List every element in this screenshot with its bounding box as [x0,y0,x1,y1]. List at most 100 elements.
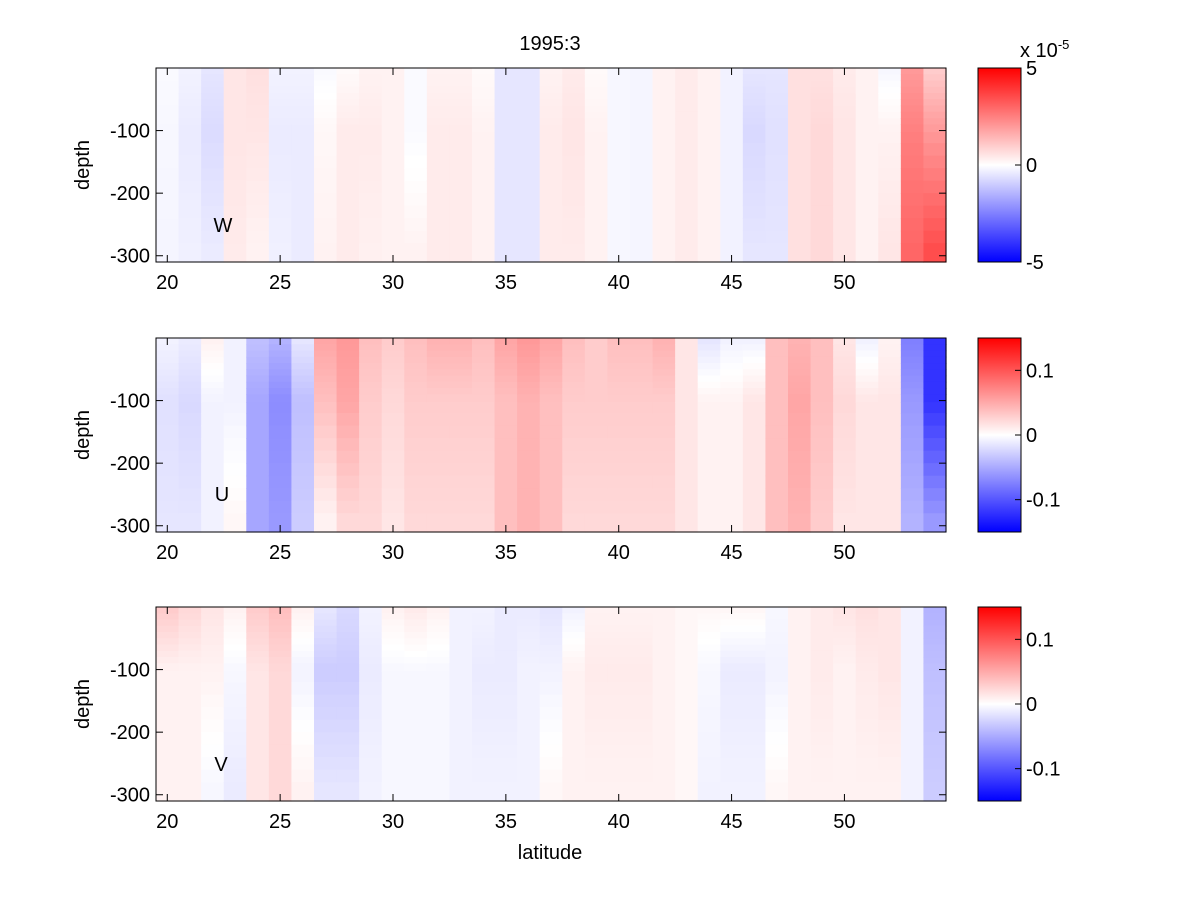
heatmap-cell-u [765,363,789,370]
heatmap-cell-u [404,463,428,477]
heatmap-cell-w [246,243,270,263]
heatmap-cell-v [472,732,496,746]
heatmap-cell-v [494,757,518,771]
heatmap-cell-u [923,338,947,345]
heatmap-cell-v [404,732,428,746]
heatmap-cell-v [201,671,225,683]
heatmap-cell-v [562,757,586,771]
heatmap-cell-v [336,769,360,783]
heatmap-cell-v [607,757,631,771]
heatmap-cell-w [156,230,180,244]
heatmap-cell-v [291,671,315,683]
heatmap-cell-w [833,155,857,169]
heatmap-cell-w [178,155,202,169]
heatmap-cell-w [156,99,180,107]
heatmap-cell-u [223,475,247,489]
heatmap-cell-u [765,450,789,464]
heatmap-cell-u [765,356,789,364]
heatmap-cell-w [855,132,879,144]
heatmap-cell-u [539,369,563,377]
heatmap-cell-u [291,500,315,514]
heatmap-cell-w [246,218,270,232]
heatmap-cell-u [246,413,270,427]
heatmap-cell-w [652,105,676,113]
heatmap-cell-w [675,74,699,82]
heatmap-cell-v [923,719,947,733]
heatmap-cell-v [900,663,925,672]
heatmap-cell-u [494,513,518,533]
heatmap-cell-v [381,719,405,733]
heatmap-cell-u [810,338,834,345]
heatmap-cell-u [426,381,451,389]
heatmap-cell-v [697,625,721,633]
heatmap-cell-w [494,74,518,82]
heatmap-cell-u [607,388,631,395]
heatmap-cell-w [517,218,541,232]
heatmap-cell-v [291,694,315,708]
heatmap-cell-u [291,438,315,452]
heatmap-cell-u [404,500,428,514]
heatmap-cell-v [607,732,631,746]
heatmap-cell-v [765,782,789,802]
heatmap-cell-w [562,68,586,75]
heatmap-cell-w [156,86,180,94]
heatmap-cell-u [426,438,451,452]
heatmap-cell-w [291,86,315,94]
heatmap-cell-u [268,363,293,370]
heatmap-cell-w [584,243,609,263]
heatmap-cell-v [607,638,631,646]
heatmap-cell-u [720,438,744,452]
heatmap-cell-u [359,438,383,452]
heatmap-cell-w [562,111,586,119]
heatmap-cell-v [517,744,541,758]
heatmap-cell-u [381,402,405,414]
colorbar-ticks-v: 0.10-0.1 [1015,629,1060,781]
heatmap-cell-w [652,111,676,119]
heatmap-cell-v [652,719,676,733]
colorbar-tick-label-v: 0.1 [1026,629,1054,651]
heatmap-cell-w [607,205,631,219]
heatmap-cell-v [630,613,654,621]
heatmap-cell-v [878,757,902,771]
heatmap-cell-u [291,402,315,414]
heatmap-cell-v [449,632,473,639]
heatmap-cell-w [855,168,879,182]
heatmap-cell-w [178,205,202,219]
heatmap-cell-v [923,638,947,646]
heatmap-cell-u [697,413,721,427]
heatmap-cell-v [156,744,180,758]
heatmap-cell-v [630,732,654,746]
heatmap-cell-v [900,707,925,721]
heatmap-cell-v [314,638,338,646]
heatmap-cell-v [788,744,812,758]
heatmap-cell-u [878,363,902,370]
heatmap-cell-w [923,180,947,194]
heatmap-cell-v [607,782,631,802]
heatmap-cell-v [765,632,789,639]
heatmap-cell-v [291,607,315,614]
heatmap-cell-w [720,80,744,88]
heatmap-cell-v [404,625,428,633]
heatmap-cell-v [381,682,405,696]
heatmap-cell-u [697,450,721,464]
heatmap-cell-u [788,375,812,383]
heatmap-cell-v [472,744,496,758]
heatmap-cell-v [810,719,834,733]
heatmap-cell-v [923,650,947,658]
heatmap-cell-w [314,168,338,182]
heatmap-cell-u [878,388,902,395]
colorbar-w [977,67,1022,263]
heatmap-cell-v [765,744,789,758]
heatmap-cell-w [268,132,293,144]
heatmap-cell-u [268,463,293,477]
heatmap-cell-u [630,388,654,395]
heatmap-cell-v [788,625,812,633]
heatmap-cell-u [630,488,654,502]
panel-label-u: U [215,484,229,506]
heatmap-cell-u [359,338,383,345]
heatmap-cell-v [855,644,879,652]
heatmap-cell-u [742,425,767,439]
heatmap-cell-w [697,118,721,125]
heatmap-cell-u [562,450,586,464]
heatmap-cell-u [539,344,563,352]
